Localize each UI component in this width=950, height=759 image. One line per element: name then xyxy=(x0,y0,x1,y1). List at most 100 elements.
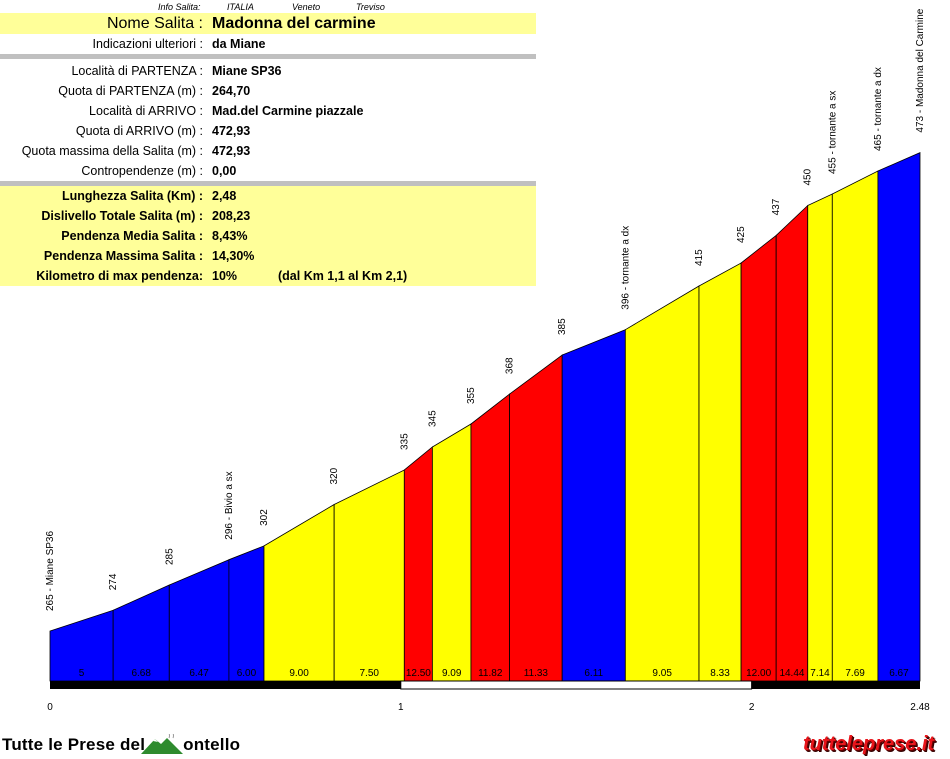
summary-label: Dislivello Totale Salita (m) : xyxy=(41,209,203,223)
segment-grade-label: 9.00 xyxy=(289,668,309,679)
altitude-label: 345 xyxy=(427,410,438,427)
breadcrumb: Info Salita: ITALIA Veneto Treviso xyxy=(0,2,536,13)
altitude-label: 335 xyxy=(399,433,410,450)
segment-grade-label: 11.82 xyxy=(478,668,503,679)
info-label: Quota di PARTENZA (m) : xyxy=(58,84,203,98)
summary-value: 208,23 xyxy=(212,209,251,223)
breadcrumb-label: Info Salita: xyxy=(158,2,201,12)
info-value: 472,93 xyxy=(212,124,251,138)
profile-segment xyxy=(333,469,405,682)
climb-name-row: Nome Salita : Madonna del carmine xyxy=(0,13,536,34)
summary-label: Lunghezza Salita (Km) : xyxy=(62,189,203,203)
info-value: 264,70 xyxy=(212,84,251,98)
segment-grade-label: 7.14 xyxy=(810,668,830,679)
summary-label: Kilometro di max pendenza: xyxy=(36,269,203,283)
summary-row: Kilometro di max pendenza: 10% (dal Km 1… xyxy=(0,266,536,286)
summary-row: Dislivello Totale Salita (m) : 208,23 xyxy=(0,206,536,226)
profile-segment xyxy=(431,423,472,682)
altitude-label: 302 xyxy=(259,509,270,526)
segment-grade-label: 6.00 xyxy=(237,668,257,679)
altitude-label: 265 - Miane SP36 xyxy=(45,531,56,611)
segment-grade-label: 12.00 xyxy=(746,668,771,679)
summary-row: Pendenza Media Salita : 8,43% xyxy=(0,226,536,246)
profile-segment xyxy=(509,354,563,682)
altitude-label: 296 - Bivio a sx xyxy=(224,471,235,539)
summary-value: 2,48 xyxy=(212,189,237,203)
profile-segment xyxy=(775,204,809,682)
profile-segment xyxy=(561,329,626,682)
segment-grade-label: 8.33 xyxy=(710,668,730,679)
summary-label: Pendenza Massima Salita : xyxy=(43,249,203,263)
altitude-label: 368 xyxy=(505,357,516,374)
altitude-label: 355 xyxy=(466,387,477,404)
climb-name-value: Madonna del carmine xyxy=(212,15,376,32)
x-tick-label: 2.48 xyxy=(910,702,930,713)
divider xyxy=(0,181,536,186)
summary-extra: (dal Km 1,1 al Km 2,1) xyxy=(278,269,408,283)
profile-segment xyxy=(877,151,921,682)
summary-row: Pendenza Massima Salita : 14,30% xyxy=(0,246,536,266)
summary-label: Pendenza Media Salita : xyxy=(61,229,203,243)
distance-bar-km3 xyxy=(751,681,920,689)
breadcrumb-country: ITALIA xyxy=(227,2,254,12)
info-value: 472,93 xyxy=(212,144,251,158)
info-label: Località di PARTENZA : xyxy=(71,64,203,78)
info-row: Località di PARTENZA : Miane SP36 xyxy=(0,61,536,81)
info-row: Quota massima della Salita (m) : 472,93 xyxy=(0,141,536,161)
climb-name-label: Nome Salita : xyxy=(106,15,203,32)
site-url[interactable]: tutteleprese.it xyxy=(803,733,935,755)
info-row: Contropendenze (m) : 0,00 xyxy=(0,161,536,181)
profile-segment xyxy=(263,503,335,682)
altitude-label: 415 xyxy=(694,249,705,266)
logo-text-after: ontello xyxy=(183,735,241,754)
climb-info-panel: Nome Salita : Madonna del carmine Indica… xyxy=(0,13,536,286)
segment-grade-label: 9.05 xyxy=(652,668,672,679)
summary-value: 14,30% xyxy=(212,249,255,263)
info-label: Quota massima della Salita (m) : xyxy=(21,144,203,158)
summary-value: 8,43% xyxy=(212,229,248,243)
segment-grade-label: 6.68 xyxy=(131,668,151,679)
altitude-label: 274 xyxy=(108,573,119,590)
summary-value: 10% xyxy=(212,269,238,283)
altitude-label: 385 xyxy=(557,318,568,335)
info-value: Miane SP36 xyxy=(212,64,282,78)
info-value: 0,00 xyxy=(212,164,237,178)
segment-grade-label: 9.09 xyxy=(442,668,462,679)
profile-segment xyxy=(698,262,742,682)
x-tick-label: 1 xyxy=(398,702,404,713)
distance-bar-km1 xyxy=(50,681,401,689)
info-value: da Miane xyxy=(212,37,266,51)
logo-text-before: Tutte le Prese del xyxy=(2,735,146,754)
altitude-label: 396 - tornante a dx xyxy=(620,226,631,310)
info-label: Indicazioni ulteriori : xyxy=(92,37,203,51)
altitude-label: 425 xyxy=(736,226,747,243)
altitude-label: 437 xyxy=(771,198,782,215)
profile-segment xyxy=(624,285,700,682)
summary-row: Lunghezza Salita (Km) : 2,48 xyxy=(0,186,536,206)
site-logo-text: Tutte le Prese del ontello xyxy=(2,734,240,755)
profile-segment xyxy=(807,193,833,682)
profile-segment xyxy=(168,559,230,682)
altitude-label: 455 - tornante a sx xyxy=(827,91,838,174)
divider xyxy=(0,54,536,59)
altitude-label: 285 xyxy=(164,548,175,565)
altitude-label: 320 xyxy=(329,467,340,484)
profile-segment xyxy=(740,234,777,682)
segment-grade-label: 5 xyxy=(79,668,85,679)
segment-grade-label: 12.50 xyxy=(406,668,431,679)
profile-segment xyxy=(403,446,433,682)
info-label: Contropendenze (m) : xyxy=(81,164,203,178)
distance-bar-km2 xyxy=(400,680,753,690)
altitude-label: 465 - tornante a dx xyxy=(873,67,884,151)
segment-grade-label: 14.44 xyxy=(779,668,804,679)
info-row: Indicazioni ulteriori : da Miane xyxy=(0,34,536,54)
segment-grade-label: 6.11 xyxy=(584,668,603,679)
info-row: Quota di ARRIVO (m) : 472,93 xyxy=(0,121,536,141)
altitude-label: 450 xyxy=(803,168,814,185)
mountain-logo-icon xyxy=(141,734,184,754)
breadcrumb-province: Treviso xyxy=(356,2,385,12)
info-row: Località di ARRIVO : Mad.del Carmine pia… xyxy=(0,101,536,121)
segment-grade-label: 7.50 xyxy=(359,668,379,679)
breadcrumb-region: Veneto xyxy=(292,2,321,12)
